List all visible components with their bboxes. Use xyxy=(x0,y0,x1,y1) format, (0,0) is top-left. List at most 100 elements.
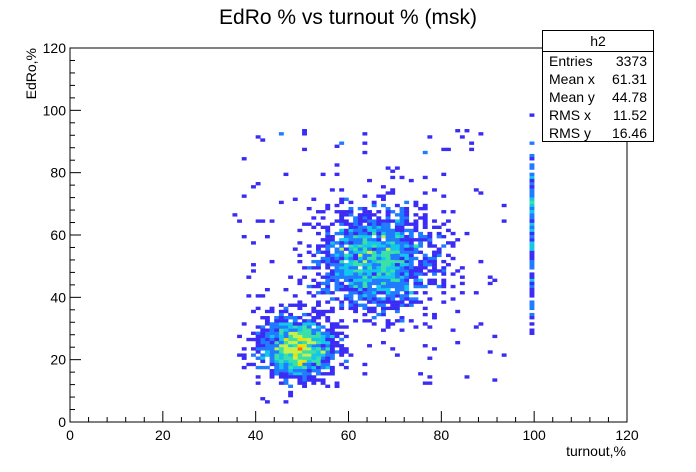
heatmap-cell xyxy=(427,259,433,264)
heatmap-cell xyxy=(422,191,428,195)
heatmap-cell xyxy=(320,259,326,264)
heatmap-cell xyxy=(427,244,433,248)
heatmap-cell xyxy=(325,263,331,267)
heatmap-cell xyxy=(385,219,391,223)
heatmap-cell xyxy=(334,219,340,223)
heatmap-cell xyxy=(292,294,298,298)
heatmap-cell xyxy=(306,291,312,295)
heatmap-cell xyxy=(306,222,312,226)
heatmap-cell xyxy=(264,235,270,239)
heatmap-cell xyxy=(367,241,372,245)
heatmap-cell xyxy=(274,372,280,376)
heatmap-cell xyxy=(436,250,442,254)
heatmap-cell xyxy=(311,353,317,357)
y-tick-label: 120 xyxy=(43,40,67,56)
heatmap-cell xyxy=(306,362,312,367)
heatmap-cell xyxy=(334,266,340,270)
heatmap-cell xyxy=(399,319,405,323)
heatmap-cell xyxy=(427,235,433,239)
heatmap-cell xyxy=(316,291,321,295)
y-tick-label: 60 xyxy=(50,227,66,243)
heatmap-cell xyxy=(404,294,410,298)
heatmap-cell xyxy=(422,322,428,326)
heatmap-cell xyxy=(353,303,359,307)
heatmap-cell xyxy=(348,306,354,311)
heatmap-cell xyxy=(241,347,247,351)
heatmap-cell xyxy=(441,147,447,152)
heatmap-cell xyxy=(306,369,312,373)
heatmap-cell xyxy=(385,228,391,233)
heatmap-cell xyxy=(390,291,396,295)
heatmap-cell xyxy=(292,303,298,307)
heatmap-cell xyxy=(278,353,284,357)
heatmap-cell xyxy=(316,356,321,360)
heatmap-cell xyxy=(251,269,256,273)
heatmap-cell xyxy=(278,319,284,323)
heatmap-cell xyxy=(348,253,354,258)
heatmap-cell xyxy=(237,334,242,339)
heatmap-cell xyxy=(385,253,391,258)
heatmap-cell xyxy=(404,235,410,239)
heatmap-cell xyxy=(357,297,363,301)
heatmap-cell xyxy=(320,238,326,242)
heatmap-cell xyxy=(353,319,359,323)
heatmap-cell xyxy=(334,231,340,236)
heatmap-cell xyxy=(339,253,345,258)
heatmap-cell xyxy=(255,344,261,348)
heatmap-cell xyxy=(394,281,400,286)
heatmap-cell xyxy=(441,272,447,276)
heatmap-cell xyxy=(255,182,261,186)
heatmap-cell xyxy=(288,334,294,339)
heatmap-cell xyxy=(302,365,307,370)
heatmap-cell xyxy=(320,340,326,345)
heatmap-cell xyxy=(418,250,424,254)
heatmap-cell xyxy=(380,306,386,311)
heatmap-cell xyxy=(278,132,284,136)
heatmap-cell xyxy=(353,306,359,311)
heatmap-cell xyxy=(325,319,331,323)
heatmap-cell xyxy=(288,393,294,398)
heatmap-cell xyxy=(371,322,377,326)
heatmap-cell xyxy=(283,400,289,404)
heatmap-cell xyxy=(376,244,382,248)
heatmap-cell xyxy=(385,272,391,276)
heatmap-cell xyxy=(362,235,368,239)
heatmap-cell xyxy=(339,213,345,217)
heatmap-cell xyxy=(325,331,331,335)
heatmap-cell xyxy=(292,375,298,379)
heatmap-cell xyxy=(371,253,377,258)
heatmap-cell xyxy=(380,256,386,261)
heatmap-cell xyxy=(339,231,345,236)
heatmap-cell xyxy=(292,347,298,351)
heatmap-cell xyxy=(367,319,372,323)
heatmap-cell xyxy=(320,250,326,254)
heatmap-cell xyxy=(311,381,317,385)
heatmap-cell xyxy=(399,287,405,292)
heatmap-cell xyxy=(292,359,298,364)
heatmap-cell xyxy=(343,287,349,292)
heatmap-cell xyxy=(348,231,354,236)
heatmap-cell xyxy=(288,372,294,376)
heatmap-cell xyxy=(292,197,298,201)
heatmap-cell xyxy=(418,284,424,289)
heatmap-cell xyxy=(264,334,270,339)
heatmap-cell xyxy=(362,194,368,198)
heatmap-cell xyxy=(269,356,275,360)
heatmap-cell xyxy=(380,244,386,248)
heatmap-cell xyxy=(302,129,307,133)
heatmap-cell xyxy=(320,312,326,317)
heatmap-cell xyxy=(251,331,256,335)
heatmap-cell xyxy=(357,303,363,307)
heatmap-cell xyxy=(371,297,377,301)
heatmap-cell xyxy=(529,284,535,289)
heatmap-cell xyxy=(394,222,400,226)
heatmap-cell xyxy=(348,225,354,230)
heatmap-cell xyxy=(450,256,456,261)
heatmap-cell xyxy=(283,316,289,320)
heatmap-cell xyxy=(264,322,270,326)
heatmap-cell xyxy=(478,259,484,264)
heatmap-cell xyxy=(390,306,396,311)
heatmap-cell xyxy=(260,316,266,320)
heatmap-cell xyxy=(325,287,331,292)
heatmap-cell xyxy=(334,325,340,329)
